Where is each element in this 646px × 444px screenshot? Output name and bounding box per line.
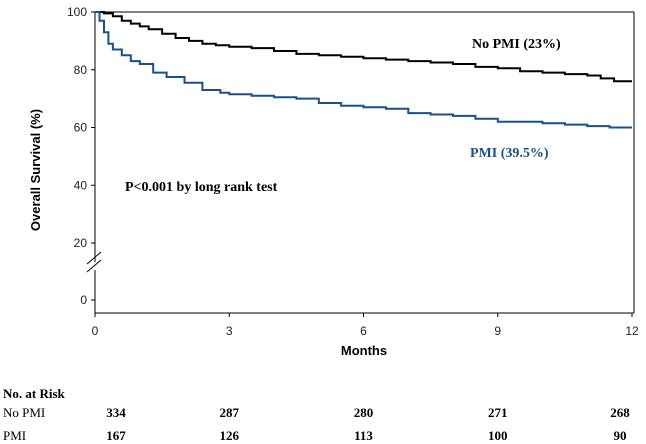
x-tick-label: 3 [226,324,233,338]
y-tick-label: 60 [74,121,88,135]
series-label-pmi: PMI (39.5%) [470,146,549,161]
risk-value: 334 [106,405,126,420]
risk-value: 271 [488,405,508,420]
x-tick-label: 0 [92,324,99,338]
x-tick-label: 9 [494,324,501,338]
risk-row-label: PMI [3,428,27,443]
risk-value: 90 [613,428,627,443]
axes [86,11,635,314]
risk-value: 287 [219,405,240,420]
risk-value: 268 [610,405,630,420]
risk-table-title: No. at Risk [3,386,65,401]
y-tick-label: 20 [74,236,88,250]
risk-row-label: No PMI [3,405,46,420]
ticks: 0 20 40 60 80 100 0 3 6 9 12 [67,5,639,338]
x-tick-label: 12 [625,324,639,338]
x-tick-label: 6 [360,324,367,338]
y-tick-label: 100 [67,5,87,19]
series-label-no-pmi: No PMI (23%) [472,37,561,52]
series-lines [95,11,632,129]
series-line-no-pmi [95,11,632,83]
risk-value: 100 [488,428,508,443]
y-tick-label: 0 [80,293,87,307]
pvalue-annotation: P<0.001 by long rank test [125,180,278,195]
risk-value: 167 [106,428,126,443]
risk-value: 280 [353,405,374,420]
y-tick-label: 80 [74,63,88,77]
risk-value: 126 [219,428,240,443]
y-axis-title: Overall Survival (%) [28,109,43,231]
series-line-pmi [95,11,632,129]
risk-value: 113 [354,428,373,443]
y-tick-label: 40 [74,178,88,192]
axis-break-mark-2 [86,259,102,273]
x-axis-title: Months [341,343,387,358]
axis-break-mark-1 [86,251,102,265]
